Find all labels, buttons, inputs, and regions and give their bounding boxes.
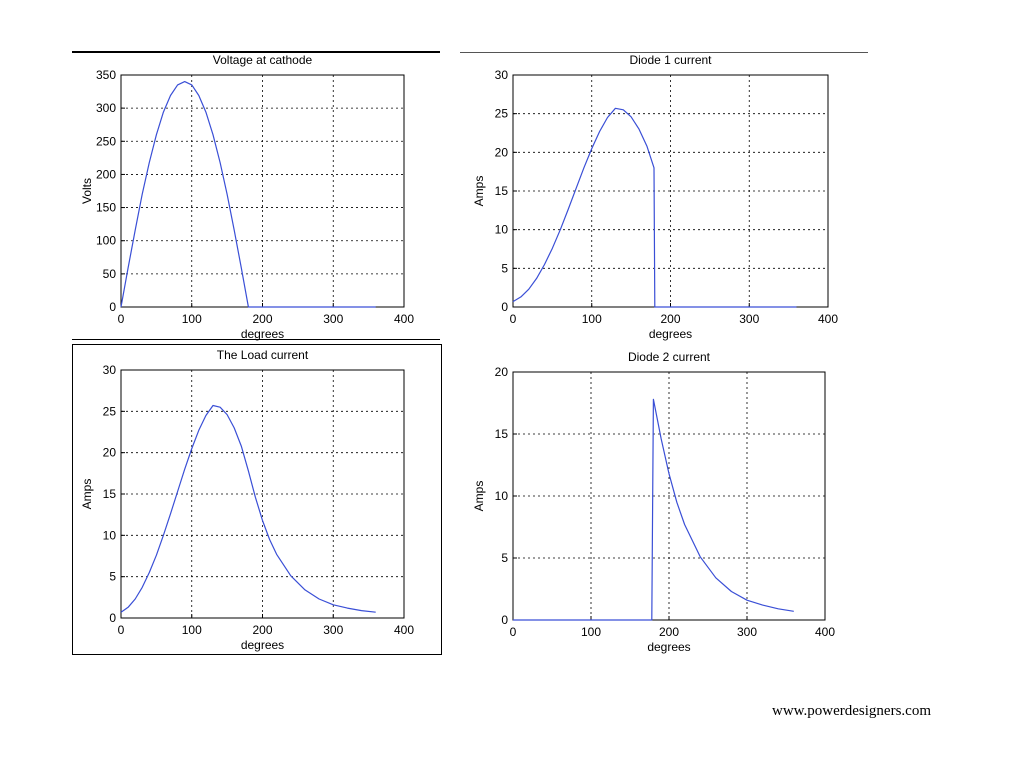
diode-1-current-ytick-label: 20 bbox=[495, 145, 509, 159]
diode-2-current-xtick-label: 400 bbox=[815, 625, 835, 639]
load-current-ytick-label: 25 bbox=[103, 404, 117, 418]
diode-2-current-ytick-label: 0 bbox=[501, 613, 508, 627]
middle-left-rule bbox=[72, 339, 440, 340]
diode-2-current-xtick-label: 200 bbox=[659, 625, 679, 639]
voltage-at-cathode-xtick-label: 100 bbox=[182, 312, 202, 326]
diode-2-current-ytick-label: 15 bbox=[495, 427, 509, 441]
voltage-at-cathode-ytick-label: 0 bbox=[109, 300, 116, 314]
voltage-at-cathode-xlabel: degrees bbox=[241, 327, 284, 341]
diode-2-current-series-line bbox=[513, 398, 794, 621]
diode-1-current-title: Diode 1 current bbox=[629, 53, 712, 67]
load-current-xlabel: degrees bbox=[241, 638, 284, 652]
diode-1-current-xtick-label: 400 bbox=[818, 312, 838, 326]
load-current-xtick-label: 300 bbox=[323, 623, 343, 637]
diode-1-current-xtick-label: 0 bbox=[510, 312, 517, 326]
voltage-at-cathode-title: Voltage at cathode bbox=[213, 53, 313, 67]
diode-1-current-series-line bbox=[512, 107, 797, 308]
load-current-ytick-label: 0 bbox=[109, 611, 116, 625]
voltage-at-cathode-ytick-label: 250 bbox=[96, 134, 116, 148]
voltage-at-cathode-ytick-label: 150 bbox=[96, 201, 116, 215]
diode-2-current-xtick-label: 300 bbox=[737, 625, 757, 639]
top-right-rule bbox=[460, 52, 868, 53]
top-left-rule bbox=[72, 51, 440, 53]
voltage-at-cathode-series-line bbox=[120, 80, 376, 308]
load-current-ytick-label: 30 bbox=[103, 363, 117, 377]
load-current-xtick-label: 400 bbox=[394, 623, 414, 637]
voltage-at-cathode-ytick-label: 300 bbox=[96, 101, 116, 115]
diode-1-current-ylabel: Amps bbox=[472, 176, 486, 207]
diode-1-current-xtick-label: 100 bbox=[582, 312, 602, 326]
load-current-frame bbox=[72, 344, 442, 655]
diode-2-current-ytick-label: 5 bbox=[501, 551, 508, 565]
voltage-at-cathode-ytick-label: 50 bbox=[103, 267, 117, 281]
diode-2-current-title: Diode 2 current bbox=[628, 350, 711, 364]
load-current-ytick-label: 10 bbox=[103, 528, 117, 542]
voltage-at-cathode-xtick-label: 200 bbox=[252, 312, 272, 326]
voltage-at-cathode-xtick-label: 0 bbox=[118, 312, 125, 326]
load-current-ytick-label: 5 bbox=[109, 570, 116, 584]
diode-1-current-ytick-label: 10 bbox=[495, 223, 509, 237]
diode-1-current-ytick-label: 5 bbox=[501, 261, 508, 275]
diode-1-current-ytick-label: 30 bbox=[495, 68, 509, 82]
load-current-xtick-label: 0 bbox=[118, 623, 125, 637]
voltage-at-cathode-ytick-label: 100 bbox=[96, 234, 116, 248]
voltage-at-cathode-ytick-label: 200 bbox=[96, 167, 116, 181]
voltage-at-cathode-ytick-label: 350 bbox=[96, 68, 116, 82]
footer-url[interactable]: www.powerdesigners.com bbox=[772, 703, 931, 719]
diode-2-current-ylabel: Amps bbox=[472, 481, 486, 512]
load-current-ytick-label: 15 bbox=[103, 487, 117, 501]
voltage-at-cathode-xtick-label: 400 bbox=[394, 312, 414, 326]
diode-1-current-ytick-label: 0 bbox=[501, 300, 508, 314]
diode-2-current-xtick-label: 0 bbox=[510, 625, 517, 639]
load-current-xtick-label: 100 bbox=[182, 623, 202, 637]
diode-2-current-xlabel: degrees bbox=[647, 640, 690, 654]
diode-1-current-xtick-label: 200 bbox=[660, 312, 680, 326]
diode-1-current-ytick-label: 25 bbox=[495, 107, 509, 121]
load-current-title: The Load current bbox=[217, 348, 309, 362]
load-current-ytick-label: 20 bbox=[103, 446, 117, 460]
load-current-series-line bbox=[120, 404, 376, 613]
load-current-ylabel: Amps bbox=[80, 479, 94, 510]
voltage-at-cathode-xtick-label: 300 bbox=[323, 312, 343, 326]
diode-1-current-xlabel: degrees bbox=[649, 327, 692, 341]
diode-2-current-xtick-label: 100 bbox=[581, 625, 601, 639]
diode-1-current-xtick-label: 300 bbox=[739, 312, 759, 326]
voltage-at-cathode-ylabel: Volts bbox=[80, 178, 94, 204]
load-current-xtick-label: 200 bbox=[252, 623, 272, 637]
diode-2-current-ytick-label: 10 bbox=[495, 489, 509, 503]
diode-2-current-ytick-label: 20 bbox=[495, 365, 509, 379]
diode-1-current-ytick-label: 15 bbox=[495, 184, 509, 198]
